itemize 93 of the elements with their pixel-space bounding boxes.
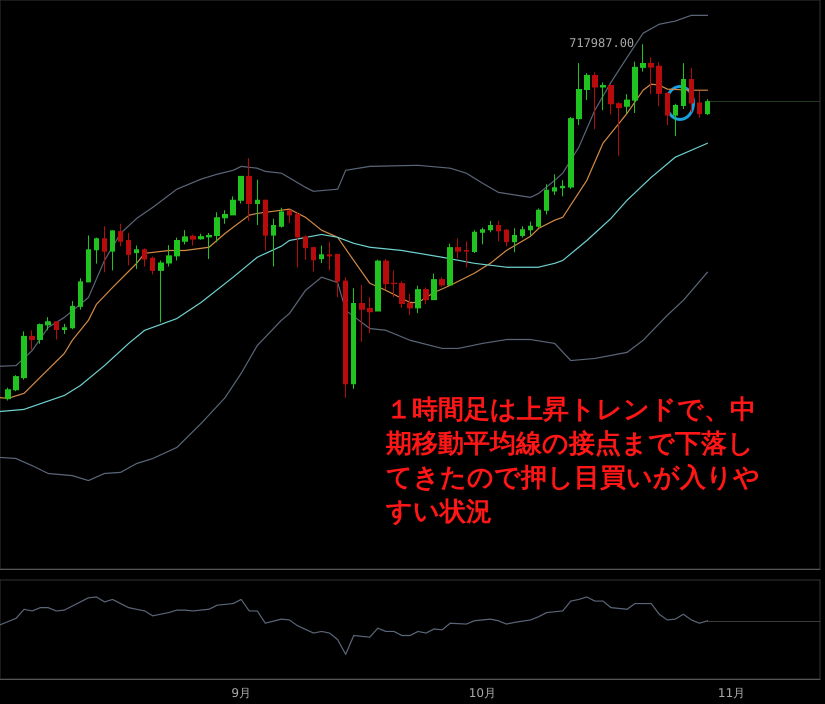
candlestick xyxy=(351,288,356,390)
candlestick xyxy=(367,296,373,334)
candlestick xyxy=(592,72,598,130)
candlestick xyxy=(255,179,260,226)
candlestick xyxy=(5,387,11,401)
candlestick xyxy=(45,316,51,331)
candlestick xyxy=(319,244,324,264)
candlestick xyxy=(279,207,284,228)
candlestick xyxy=(665,92,670,126)
candlestick xyxy=(648,56,654,95)
candlestick xyxy=(182,230,188,245)
candlestick xyxy=(632,61,638,114)
candlestick xyxy=(673,103,678,137)
candlestick xyxy=(78,278,83,310)
candlestick xyxy=(528,221,533,236)
candlestick xyxy=(134,244,139,270)
candlestick xyxy=(608,84,614,115)
candlestick xyxy=(568,116,574,190)
x-tick-label: 9月 xyxy=(231,686,251,700)
candlestick xyxy=(158,260,164,323)
candlestick xyxy=(126,232,131,266)
candlestick xyxy=(295,212,300,268)
candlestick xyxy=(86,235,91,282)
x-tick-label: 11月 xyxy=(718,686,746,700)
candlestick xyxy=(271,218,276,267)
candlestick xyxy=(576,62,582,126)
x-tick-label: 10月 xyxy=(468,686,496,700)
candlestick xyxy=(198,233,204,240)
candlestick xyxy=(335,254,340,298)
annotation: １時間足は上昇トレンドで、中期移動平均線の接点まで下落してきたので押し目買いが入りやすい状況 xyxy=(386,394,761,529)
candlestick xyxy=(423,287,429,305)
candlestick xyxy=(504,228,509,247)
candlestick xyxy=(488,220,493,233)
candlestick xyxy=(705,98,710,116)
candlestick xyxy=(439,276,445,288)
candlestick xyxy=(214,212,220,243)
candlestick xyxy=(656,62,662,107)
candlestick xyxy=(62,323,67,334)
candlestick xyxy=(37,323,43,344)
candlestick xyxy=(287,209,292,224)
candlestick xyxy=(70,300,75,330)
candlestick xyxy=(415,285,421,314)
candlestick xyxy=(166,244,172,267)
candlestick xyxy=(544,184,549,215)
candlestick xyxy=(238,176,244,204)
candlestick xyxy=(681,62,686,110)
candlestick xyxy=(174,237,180,261)
candlestick xyxy=(464,240,469,268)
candlestick xyxy=(536,208,541,228)
candlestick xyxy=(640,44,646,72)
annotation: 717987.00 xyxy=(569,36,634,50)
candlestick xyxy=(359,284,365,342)
candlestick xyxy=(407,293,413,316)
candlestick xyxy=(150,256,155,275)
candlestick xyxy=(520,226,525,238)
candlestick xyxy=(480,227,485,245)
candlestick xyxy=(343,276,348,398)
candlestick xyxy=(697,90,702,118)
candlestick xyxy=(142,248,147,267)
candlestick xyxy=(496,220,501,242)
candlestick xyxy=(512,228,517,253)
candlestick xyxy=(689,68,694,113)
candlestick xyxy=(455,238,461,259)
candlestick xyxy=(230,196,236,216)
candlestick xyxy=(560,180,565,197)
candlestick xyxy=(447,243,453,286)
candlestick xyxy=(399,280,405,308)
candlestick xyxy=(584,72,590,101)
candlestick xyxy=(383,258,389,290)
candlestick xyxy=(552,174,557,196)
candlestick xyxy=(13,374,19,392)
candlestick xyxy=(246,158,252,222)
candlestick xyxy=(54,320,59,340)
candlestick xyxy=(375,259,381,312)
candlestick xyxy=(94,237,99,264)
candlestick xyxy=(29,330,35,350)
candlestick xyxy=(110,230,115,271)
candlestick xyxy=(472,230,477,254)
candlestick xyxy=(222,210,228,224)
candlestick xyxy=(600,82,606,111)
candlestick xyxy=(102,226,107,273)
candlestick xyxy=(21,330,27,380)
candlestick xyxy=(616,102,622,156)
candlestick xyxy=(190,234,196,246)
candlestick xyxy=(311,246,316,272)
candlestick xyxy=(206,232,212,260)
candlestick xyxy=(118,223,123,247)
candlestick xyxy=(431,273,437,300)
candlestick xyxy=(327,241,332,271)
candlestick xyxy=(391,270,397,298)
candlestick xyxy=(624,94,630,114)
candlestick xyxy=(263,199,268,251)
candlestick xyxy=(303,235,308,260)
